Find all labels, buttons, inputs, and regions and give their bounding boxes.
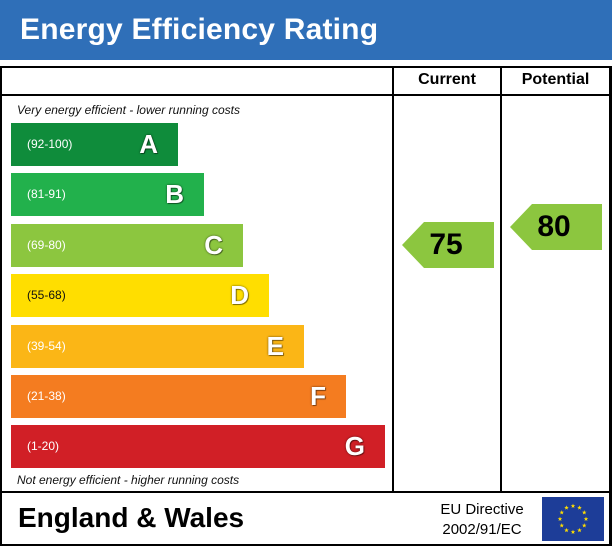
current-column-divider bbox=[392, 66, 394, 492]
eu-flag-star bbox=[557, 516, 563, 521]
band-letter-label: E bbox=[266, 331, 284, 361]
eu-flag-star bbox=[577, 527, 582, 533]
eu-flag-star bbox=[570, 503, 576, 508]
caption-bottom: Not energy efficient - higher running co… bbox=[17, 473, 240, 487]
current-value: 75 bbox=[429, 228, 463, 261]
band-letter-label: F bbox=[310, 381, 326, 411]
potential-column-header: Potential bbox=[521, 71, 590, 88]
band-a: (92-100) A bbox=[11, 123, 178, 166]
header-divider bbox=[2, 94, 609, 96]
band-range-label: (21-38) bbox=[27, 389, 66, 403]
eu-flag-star bbox=[583, 516, 589, 521]
current-arrow bbox=[402, 222, 494, 268]
potential-value: 80 bbox=[537, 210, 571, 243]
band-range-label: (1-20) bbox=[27, 439, 60, 453]
band-c: (69-80) C bbox=[11, 224, 243, 267]
rating-frame bbox=[0, 66, 612, 546]
eu-directive-line2: 2002/91/EC bbox=[442, 521, 522, 538]
band-range-label: (92-100) bbox=[27, 137, 73, 151]
eu-flag-star bbox=[559, 510, 565, 515]
band-g: (1-20) G bbox=[11, 425, 385, 468]
band-d: (55-68) D bbox=[11, 274, 269, 317]
eu-flag-star bbox=[581, 523, 587, 528]
band-range-label: (69-80) bbox=[27, 238, 66, 252]
eu-directive-line1: EU Directive bbox=[440, 501, 524, 518]
band-letter-label: G bbox=[344, 431, 365, 461]
title-bar: Energy Efficiency Rating bbox=[0, 0, 612, 60]
caption-top: Very energy efficient - lower running co… bbox=[17, 103, 240, 117]
potential-column-divider bbox=[500, 66, 502, 492]
band-e: (39-54) E bbox=[11, 325, 304, 368]
eu-flag-star bbox=[581, 510, 587, 515]
band-range-label: (55-68) bbox=[27, 288, 66, 302]
region-label: England & Wales bbox=[18, 502, 245, 533]
eu-flag-star bbox=[570, 529, 576, 534]
eu-flag-star bbox=[564, 527, 569, 533]
band-range-label: (39-54) bbox=[27, 339, 66, 353]
footer-divider bbox=[2, 491, 609, 493]
band-b: (81-91) B bbox=[11, 173, 204, 216]
current-column-header: Current bbox=[418, 71, 476, 88]
eu-directive: EU Directive 2002/91/EC bbox=[420, 500, 544, 540]
band-letter-label: C bbox=[204, 230, 223, 260]
band-letter-label: B bbox=[165, 179, 184, 209]
band-range-label: (81-91) bbox=[27, 187, 66, 201]
eu-flag-star bbox=[577, 505, 582, 510]
eu-flag-star bbox=[564, 505, 569, 510]
band-letter-label: A bbox=[139, 129, 158, 159]
eu-flag-icon bbox=[542, 497, 604, 541]
potential-arrow bbox=[510, 204, 602, 250]
current-arrow-shape bbox=[402, 222, 494, 268]
eu-flag-star bbox=[559, 523, 565, 528]
chart-title: Energy Efficiency Rating bbox=[20, 13, 379, 46]
band-f: (21-38) F bbox=[11, 375, 346, 418]
potential-arrow-shape bbox=[510, 204, 602, 250]
band-letter-label: D bbox=[230, 280, 249, 310]
